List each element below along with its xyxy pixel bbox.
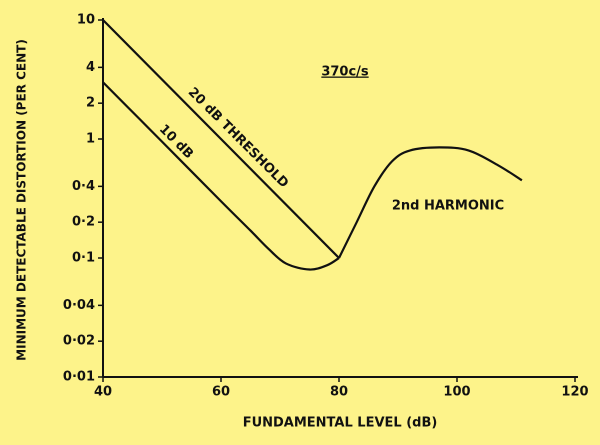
line-series (102, 19, 340, 259)
y-tick-label: 1 (86, 132, 95, 147)
x-tick-label: 120 (561, 385, 588, 400)
y-tick-label: 0·04 (63, 298, 95, 313)
x-axis-label: FUNDAMENTAL LEVEL (dB) (243, 416, 438, 431)
y-tick-label: 0·1 (72, 251, 95, 266)
y-tick-label: 0·02 (63, 334, 95, 349)
y-tick-label: 2 (86, 96, 95, 111)
y-tick-label: 0·4 (72, 179, 95, 194)
y-tick-label: 10 (77, 13, 95, 28)
y-tick-label: 0·01 (63, 370, 95, 385)
y-tick-label: 0·2 (72, 215, 95, 230)
y-tick-label: 4 (86, 60, 95, 75)
x-tick-label: 100 (443, 385, 470, 400)
line-series (338, 146, 523, 259)
series-label: 20 dB THRESHOLD (185, 85, 291, 191)
annotation: 370c/s (321, 65, 369, 80)
series-label: 2nd HARMONIC (392, 199, 504, 214)
x-tick-label: 80 (330, 385, 348, 400)
y-axis-label: MINIMUM DETECTABLE DISTORTION (PER CENT) (15, 39, 29, 361)
line-series (102, 81, 340, 271)
x-tick-label: 40 (94, 385, 112, 400)
x-tick-label: 60 (212, 385, 230, 400)
